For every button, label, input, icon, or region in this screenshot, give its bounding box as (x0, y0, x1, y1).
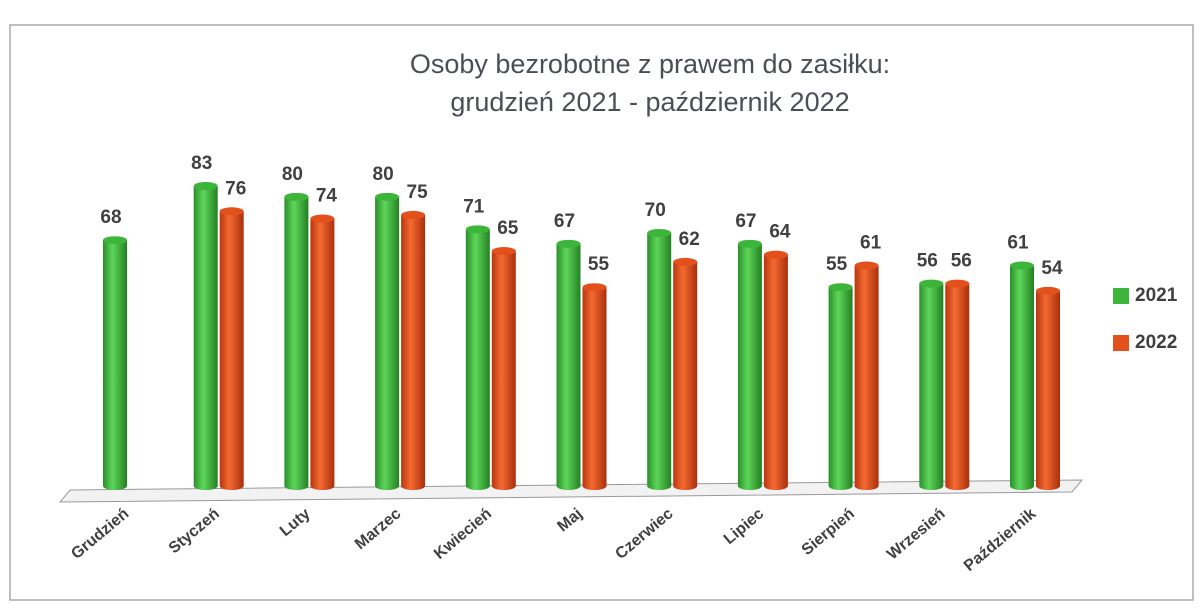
value-label: 67 (554, 211, 575, 232)
bar (103, 240, 127, 490)
bar-top (465, 225, 490, 234)
bar-top (919, 279, 944, 288)
bar-top (219, 207, 244, 216)
bar-top (582, 283, 607, 292)
bar (737, 243, 762, 490)
bar (219, 211, 244, 490)
value-label: 55 (826, 254, 848, 275)
bar (401, 214, 426, 491)
bar (945, 283, 970, 490)
value-label: 70 (645, 200, 666, 221)
value-label: 74 (316, 186, 338, 207)
bar (375, 196, 400, 490)
value-label: 54 (1041, 258, 1063, 279)
bar-top (854, 261, 879, 270)
bar (919, 283, 944, 490)
bar-top (763, 250, 788, 259)
bar-top (945, 279, 970, 288)
chart-subtitle: grudzień 2021 - październik 2022 (450, 87, 849, 117)
legend-label: 2021 (1135, 285, 1178, 306)
bar-top (310, 214, 335, 223)
bar (465, 229, 490, 491)
bar (491, 251, 516, 490)
bar-top (284, 192, 309, 201)
legend-swatch (1113, 335, 1129, 351)
bar (582, 287, 607, 490)
value-label: 83 (191, 153, 212, 174)
value-label: 67 (735, 211, 756, 232)
bar-top (491, 247, 516, 256)
bar (854, 265, 879, 490)
value-label: 80 (373, 164, 394, 185)
bar-top (401, 210, 426, 219)
legend-swatch (1113, 288, 1129, 304)
bar (1010, 265, 1034, 490)
legend-label: 2022 (1135, 332, 1177, 353)
bar (647, 232, 672, 490)
bar-top (1036, 286, 1060, 295)
bar-top (1010, 261, 1034, 270)
value-label: 75 (407, 182, 429, 203)
value-label: 61 (860, 233, 882, 254)
bar-top (673, 257, 698, 266)
bar (763, 254, 788, 490)
bar (193, 186, 218, 490)
bar-top (556, 239, 581, 248)
bar-top (193, 182, 218, 190)
bar-top (647, 228, 672, 237)
value-label: 64 (769, 222, 791, 243)
bar (828, 287, 853, 490)
value-label: 61 (1007, 233, 1029, 254)
bar (673, 261, 698, 490)
bar (556, 243, 581, 490)
bar (284, 196, 309, 490)
bar (310, 218, 335, 490)
value-label: 71 (463, 196, 485, 217)
bar-top (103, 236, 127, 245)
value-label: 76 (225, 178, 246, 199)
value-label: 56 (951, 251, 972, 272)
value-label: 56 (917, 251, 938, 272)
bar (1036, 290, 1060, 490)
bar-top (375, 192, 400, 201)
value-label: 65 (497, 218, 519, 239)
value-label: 62 (679, 229, 700, 250)
value-label: 80 (282, 164, 303, 185)
bar-top (737, 239, 762, 248)
chart-title: Osoby bezrobotne z prawem do zasiłku: (410, 49, 890, 79)
value-label: 55 (588, 254, 610, 275)
bar-top (828, 283, 853, 292)
value-label: 68 (100, 207, 121, 228)
